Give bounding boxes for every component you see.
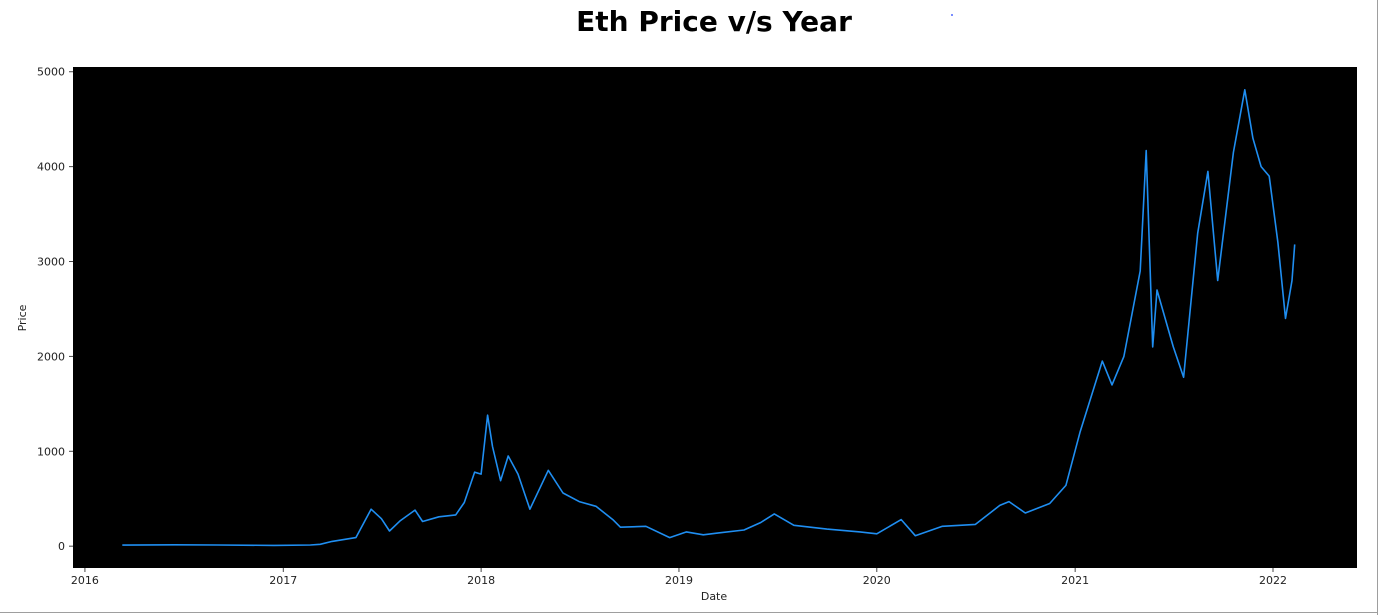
price-line	[122, 89, 1296, 547]
chart-title: Eth Price v/s Year	[576, 5, 852, 38]
bottom-edge-line	[0, 612, 1378, 613]
y-axis-label: Price	[16, 304, 29, 331]
right-edge-line	[1377, 0, 1378, 615]
x-tick-label: 2016	[71, 574, 99, 587]
x-tick-label: 2022	[1259, 574, 1287, 587]
plot-area	[73, 67, 1357, 568]
x-tick-label: 2018	[467, 574, 495, 587]
x-tick-label: 2021	[1061, 574, 1089, 587]
y-tick-label: 3000	[37, 256, 65, 269]
stray-dot	[951, 14, 953, 16]
x-tick-label: 2017	[269, 574, 297, 587]
x-tick-label: 2019	[665, 574, 693, 587]
x-axis-label: Date	[701, 590, 728, 603]
y-tick-label: 1000	[37, 445, 65, 458]
y-tick-label: 2000	[37, 350, 65, 363]
y-tick-label: 0	[58, 540, 65, 553]
y-tick-label: 5000	[37, 66, 65, 79]
y-tick-label: 4000	[37, 161, 65, 174]
x-tick-label: 2020	[863, 574, 891, 587]
x-axis: 2016 2017 2018 2019 2020 2021 2022	[71, 568, 1287, 587]
series-layer	[122, 89, 1296, 547]
y-axis: 0 1000 2000 3000 4000 5000	[37, 66, 73, 553]
